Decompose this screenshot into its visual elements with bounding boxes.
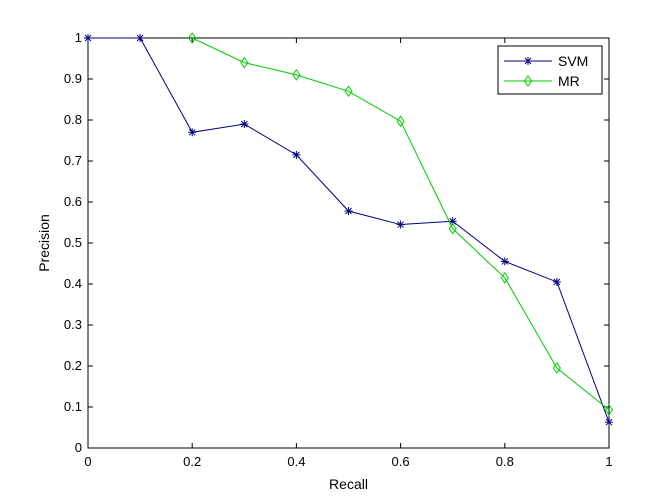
- series-mr-point: [552, 362, 562, 374]
- series-svm-point: [605, 418, 613, 427]
- series-svm-point: [188, 128, 197, 137]
- legend-label-mr: MR: [558, 73, 580, 89]
- x-tick-label: 0.8: [496, 454, 514, 469]
- legend: SVM MR: [497, 45, 603, 95]
- series-svm-point: [552, 277, 561, 286]
- series-mr-point: [500, 271, 509, 284]
- y-tick-label: 0.2: [64, 358, 82, 373]
- legend-label-svm: SVM: [558, 53, 588, 69]
- x-tick-label: 0: [84, 454, 91, 469]
- y-tick-label: 0.9: [64, 71, 82, 86]
- y-tick-label: 0.5: [64, 235, 82, 250]
- y-axis-title: Precision: [36, 214, 52, 272]
- series-svm-point: [500, 257, 509, 266]
- series-mr-point: [448, 222, 457, 235]
- x-tick-label: 0.2: [183, 454, 201, 469]
- y-tick-label: 0: [75, 440, 82, 455]
- legend-entry-mr: MR: [504, 73, 580, 89]
- series-mr-point: [604, 403, 614, 416]
- y-tick-label: 1: [75, 30, 82, 45]
- y-tick-label: 0.3: [64, 317, 82, 332]
- series-svm-point: [240, 120, 249, 129]
- x-tick-label: 0.4: [287, 454, 305, 469]
- series-mr-line: [191, 37, 610, 411]
- series-svm: [84, 34, 613, 427]
- plot-area: [87, 37, 610, 449]
- series-svm-point: [344, 207, 353, 216]
- y-tick-label: 0.4: [64, 276, 82, 291]
- series-svm-point: [136, 34, 145, 42]
- series-mr-point: [188, 32, 197, 44]
- y-axis: 0 0.1 0.2 0.3 0.4 0.5 0.6 0.7 0.8 0.9 1: [64, 30, 609, 455]
- series-mr-point: [292, 69, 301, 81]
- legend-box: [497, 45, 603, 95]
- series-svm-point: [84, 34, 92, 42]
- y-tick-label: 0.8: [64, 112, 82, 127]
- series-mr-point: [240, 56, 249, 69]
- x-tick-label: 1: [605, 454, 612, 469]
- series-svm-point: [448, 217, 457, 226]
- legend-entry-svm: SVM: [504, 53, 588, 69]
- y-tick-label: 0.6: [64, 194, 82, 209]
- y-tick-label: 0.7: [64, 153, 82, 168]
- legend-marker-svm: [524, 57, 532, 65]
- x-axis: 0 0.2 0.4 0.6 0.8 1: [84, 38, 613, 469]
- series-mr-point: [344, 85, 353, 98]
- x-axis-title: Recall: [329, 476, 368, 492]
- y-tick-label: 0.1: [64, 399, 82, 414]
- series-mr-point: [396, 115, 405, 128]
- series-mr: [188, 32, 614, 416]
- series-svm-point: [396, 220, 405, 229]
- series-svm-point: [292, 150, 301, 159]
- series-layer: [84, 32, 614, 427]
- x-tick-label: 0.6: [392, 454, 410, 469]
- legend-marker-mr: [523, 75, 533, 87]
